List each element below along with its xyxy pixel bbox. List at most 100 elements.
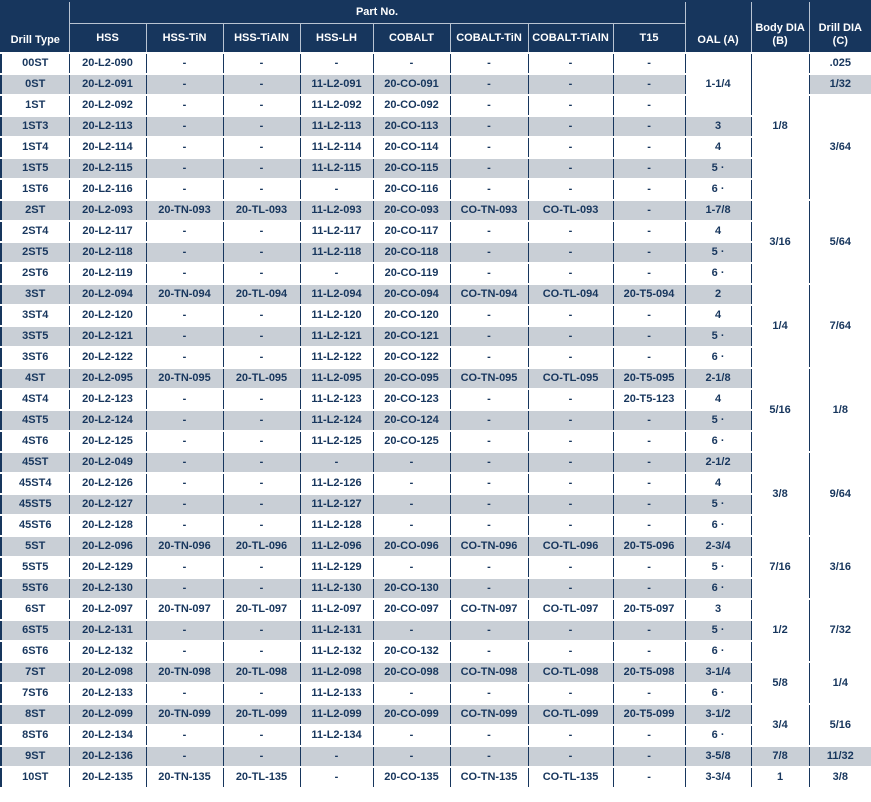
oal-cell: 2-3/4 [684, 535, 752, 558]
part-number-cell: 20-L2-135 [68, 766, 147, 789]
table-row: 45ST 20-L2-049- - - - - - -2-1/2 3/8 9/64 [0, 451, 871, 537]
part-number-cell: - [222, 619, 301, 642]
header-col-cobalt-tin: COBALT-TiN [449, 22, 529, 54]
oal-cell: 6 · [684, 514, 752, 537]
part-number-cell: - [527, 262, 614, 285]
part-number-cell: 11-L2-125 [299, 430, 374, 453]
part-number-cell: 20-L2-131 [68, 619, 147, 642]
table-row: 8ST6 20-L2-134- -11-L2-134- - - -6 · [0, 724, 871, 747]
part-number-cell: 20-TN-098 [145, 661, 224, 684]
part-number-cell: 20-T5-096 [612, 535, 686, 558]
part-number-cell: 20-L2-117 [68, 220, 147, 243]
part-number-cell: 20-TL-096 [222, 535, 301, 558]
drill-dia-cell: 1/8 [808, 367, 871, 453]
drill-type-cell: 4ST5 [0, 409, 70, 432]
part-number-cell: - [222, 157, 301, 180]
part-number-cell: - [527, 157, 614, 180]
part-number-cell: - [449, 52, 529, 75]
header-part-no-group: Part No. [68, 0, 686, 24]
part-number-cell: - [527, 409, 614, 432]
part-number-cell: 20-CO-095 [372, 367, 451, 390]
part-number-cell: 20-L2-099 [68, 703, 147, 726]
table-row: 1ST3 20-L2-113- -11-L2-113 20-CO-113- - -3 [0, 115, 871, 138]
part-number-cell: 11-L2-098 [299, 661, 374, 684]
part-number-cell: - [145, 325, 224, 348]
part-number-cell: 20-TN-096 [145, 535, 224, 558]
part-number-cell: 20-L2-093 [68, 199, 147, 222]
part-number-cell: - [222, 682, 301, 705]
part-number-cell: 20-TL-097 [222, 598, 301, 621]
part-number-cell: - [527, 745, 614, 768]
drill-type-cell: 8ST [0, 703, 70, 726]
part-number-cell: 20-TL-093 [222, 199, 301, 222]
oal-cell: 5 · [684, 493, 752, 516]
drill-type-cell: 4ST4 [0, 388, 70, 411]
oal-cell: 6 · [684, 430, 752, 453]
part-number-cell: - [612, 430, 686, 453]
part-number-cell: 20-L2-118 [68, 241, 147, 264]
table-row: 3ST5 20-L2-121- -11-L2-121 20-CO-121- - -5 · [0, 325, 871, 348]
drill-dia-cell: 5/16 [808, 703, 871, 747]
part-number-cell: - [449, 115, 529, 138]
part-number-cell: CO-TL-099 [527, 703, 614, 726]
part-number-cell: CO-TN-095 [449, 367, 529, 390]
part-number-cell: - [222, 556, 301, 579]
part-number-cell: 20-CO-118 [372, 241, 451, 264]
part-number-cell: 20-L2-130 [68, 577, 147, 600]
part-number-cell: - [145, 157, 224, 180]
table-body: 00ST 20-L2-090- - - - - - -1-1/4 1/8.025 0ST 20-L2… [0, 52, 871, 789]
part-number-cell: 20-L2-122 [68, 346, 147, 369]
part-number-cell: - [527, 388, 614, 411]
header-body-dia: Body DIA (B) [750, 0, 810, 54]
part-number-cell: - [449, 409, 529, 432]
header-drill-dia: Drill DIA (C) [808, 0, 871, 54]
oal-cell: 6 · [684, 178, 752, 201]
part-number-cell: - [299, 745, 374, 768]
part-number-cell: 20-CO-092 [372, 94, 451, 117]
part-number-cell: - [222, 94, 301, 117]
header-col-t15: T15 [612, 22, 686, 54]
part-number-cell: - [299, 766, 374, 789]
part-number-cell: - [527, 115, 614, 138]
part-number-cell: - [449, 640, 529, 663]
part-number-cell: - [372, 556, 451, 579]
part-number-cell: 20-L2-113 [68, 115, 147, 138]
part-number-cell: 11-L2-099 [299, 703, 374, 726]
part-number-cell: 11-L2-128 [299, 514, 374, 537]
table-row: 2ST4 20-L2-117- -11-L2-117 20-CO-117- - -4 [0, 220, 871, 243]
part-number-cell: - [222, 178, 301, 201]
part-number-cell: 11-L2-130 [299, 577, 374, 600]
part-number-cell: 20-L2-098 [68, 661, 147, 684]
part-number-cell: 20-L2-097 [68, 598, 147, 621]
part-number-cell: - [527, 577, 614, 600]
part-number-cell: 20-T5-095 [612, 367, 686, 390]
header-col-hss-tin: HSS-TiN [145, 22, 224, 54]
part-number-cell: 11-L2-118 [299, 241, 374, 264]
table-row: 7ST 20-L2-098 20-TN-098 20-TL-098 11-L2-098 2… [0, 661, 871, 705]
header-col-hss-tialn: HSS-TiAlN [222, 22, 301, 54]
oal-cell: 3-1/4 [684, 661, 752, 684]
drill-type-cell: 10ST [0, 766, 70, 789]
part-number-cell: - [145, 451, 224, 474]
part-number-cell: - [449, 388, 529, 411]
part-number-cell: 20-L2-119 [68, 262, 147, 285]
part-number-cell: 11-L2-097 [299, 598, 374, 621]
part-number-cell: 20-L2-132 [68, 640, 147, 663]
part-number-cell: - [612, 157, 686, 180]
part-number-cell: - [612, 199, 686, 222]
drill-type-cell: 8ST6 [0, 724, 70, 747]
part-number-cell: 20-CO-125 [372, 430, 451, 453]
part-number-cell: - [222, 241, 301, 264]
part-number-cell: - [527, 304, 614, 327]
body-dia-cell: 5/8 [750, 661, 810, 705]
table-row: 4ST4 20-L2-123- -11-L2-123 20-CO-123- -20-T5… [0, 388, 871, 411]
part-number-cell: CO-TL-095 [527, 367, 614, 390]
oal-cell: 2 [684, 283, 752, 306]
oal-cell: 4 [684, 388, 752, 411]
part-number-cell: - [145, 115, 224, 138]
part-number-cell: - [145, 241, 224, 264]
drill-type-cell: 4ST [0, 367, 70, 390]
part-number-cell: 20-TN-135 [145, 766, 224, 789]
